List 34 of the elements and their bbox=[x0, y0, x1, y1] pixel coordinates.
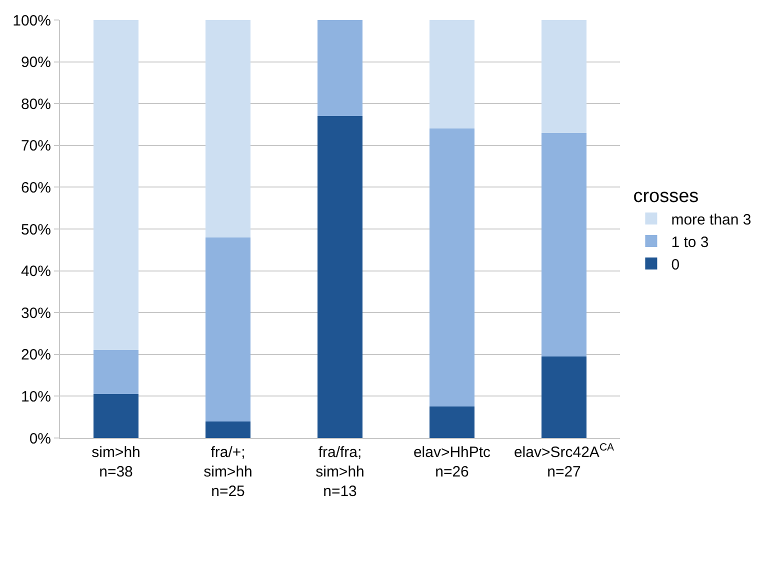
bar bbox=[94, 394, 138, 438]
y-tick-label: 90% bbox=[20, 54, 51, 72]
legend-label: more than 3 bbox=[671, 211, 752, 228]
y-tick-label: 20% bbox=[20, 346, 51, 364]
y-tick-label: 30% bbox=[20, 304, 51, 322]
bar bbox=[206, 20, 250, 238]
bar bbox=[542, 20, 586, 133]
x-tick-label: fra/+; sim>hh n=25 bbox=[204, 444, 252, 500]
y-tick-label: 50% bbox=[20, 221, 51, 238]
bar bbox=[318, 20, 362, 116]
bar bbox=[206, 421, 250, 438]
bar bbox=[94, 350, 138, 394]
y-tick-label: 100% bbox=[12, 12, 51, 30]
bar bbox=[206, 237, 250, 422]
bar bbox=[430, 20, 474, 129]
category-label: elav>Src42A$^{CA}$ n=27 bbox=[514, 442, 614, 480]
legend-label: 0 bbox=[671, 256, 680, 274]
bar bbox=[542, 132, 586, 356]
legend-label: 1 to 3 bbox=[671, 234, 709, 251]
bar bbox=[94, 20, 138, 350]
x-tick-label: sim>hh n=38 bbox=[92, 444, 140, 480]
y-tick-label: 60% bbox=[20, 179, 51, 196]
bar bbox=[430, 406, 474, 438]
y-tick-label: 70% bbox=[20, 138, 51, 155]
bar bbox=[542, 356, 586, 438]
bar bbox=[318, 116, 362, 438]
x-tick-label: fra/fra; sim>hh n=13 bbox=[316, 444, 364, 500]
legend-title: crosses bbox=[633, 186, 699, 208]
x-tick-label: elav>HhPtc n=26 bbox=[413, 444, 492, 480]
y-tick-label: 0% bbox=[29, 430, 51, 448]
y-tick-label: 10% bbox=[20, 388, 51, 406]
y-tick-label: 40% bbox=[20, 263, 51, 280]
bar bbox=[430, 128, 474, 407]
y-tick-label: 80% bbox=[20, 96, 51, 113]
